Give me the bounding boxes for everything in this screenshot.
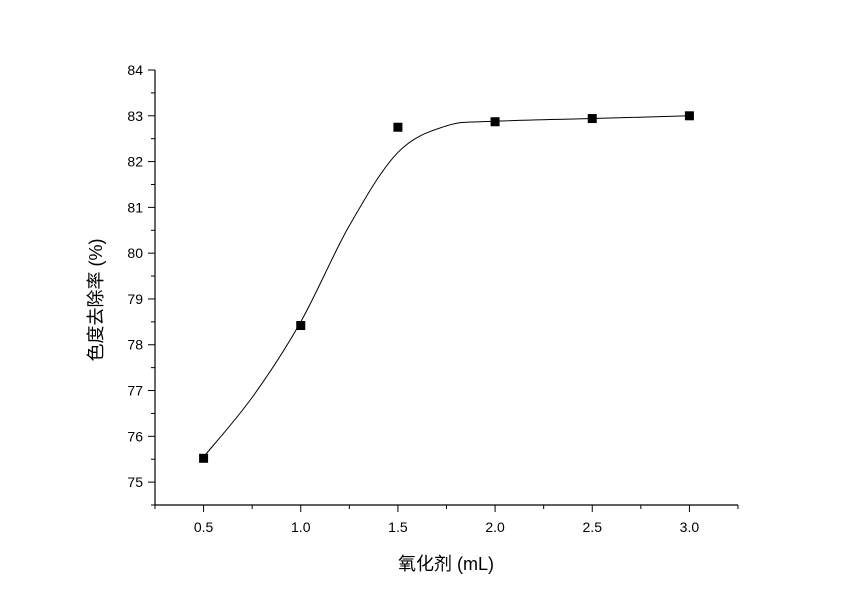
y-tick-label: 79 [127,291,143,307]
data-point [684,111,694,121]
data-point [490,117,500,127]
data-point [587,114,597,124]
y-tick-label: 84 [127,62,143,78]
y-axis-title: 色度去除率 (%) [86,239,106,362]
fit-curve-group [203,115,690,458]
y-tick-label: 80 [127,245,143,261]
y-tick-label: 82 [127,154,143,170]
data-point [393,122,403,132]
y-tick-label: 81 [127,199,143,215]
y-tick-label: 75 [127,474,143,490]
x-axis-title: 氧化剂 (mL) [398,554,494,574]
x-tick-label: 1.5 [388,519,408,535]
x-tick-label: 2.0 [485,519,505,535]
x-tick-label: 1.0 [291,519,311,535]
x-tick-label: 2.5 [583,519,603,535]
data-point [296,321,306,331]
chart-ticks: 0.5 1.0 1.5 2.0 2.5 3.0 75 76 77 78 79 80 81 82 83 84 [127,62,739,535]
fit-curve [203,115,690,458]
y-tick-label: 83 [127,108,143,124]
x-tick-label: 3.0 [680,519,700,535]
chart-axes [154,70,738,506]
y-tick-label: 78 [127,337,143,353]
data-points [199,111,694,463]
data-point [199,453,209,463]
x-tick-label: 0.5 [194,519,214,535]
y-tick-label: 76 [127,428,143,444]
y-tick-label: 77 [127,383,143,399]
